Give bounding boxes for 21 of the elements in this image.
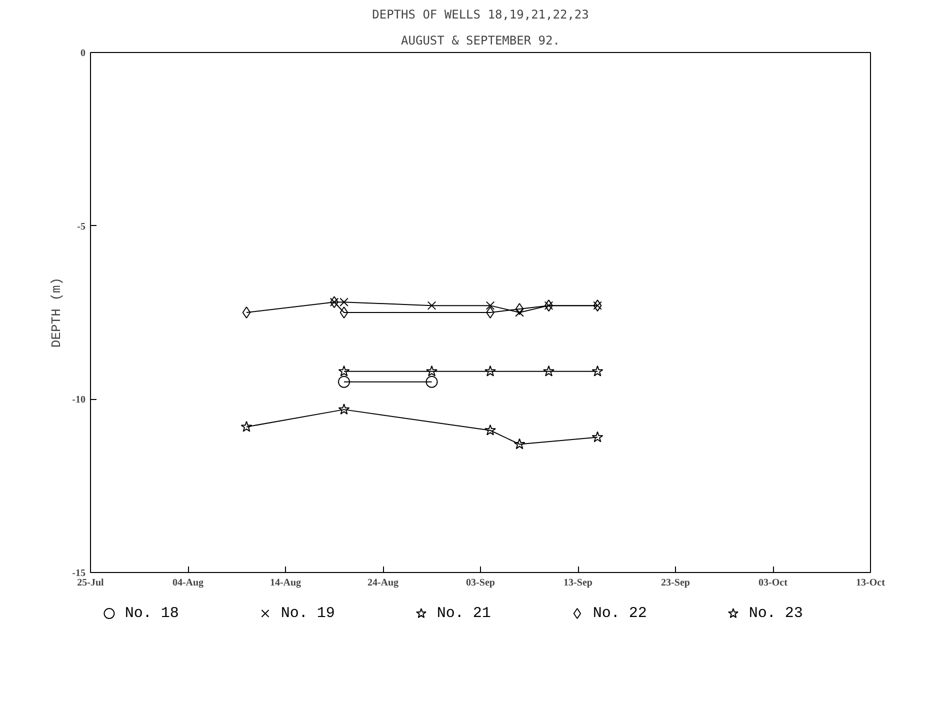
x-tick-label: 25-Jul xyxy=(77,578,104,588)
x-tick-label: 24-Aug xyxy=(367,578,399,588)
legend-label: No. 23 xyxy=(748,605,803,622)
legend-label: No. 18 xyxy=(124,605,179,622)
x-tick-label: 04-Aug xyxy=(172,578,204,588)
chart-subtitle: AUGUST & SEPTEMBER 92. xyxy=(401,34,560,48)
x-tick-label: 03-Sep xyxy=(466,578,496,588)
y-axis-title: DEPTH (m) xyxy=(49,277,64,348)
chart-title: DEPTHS OF WELLS 18,19,21,22,23 xyxy=(372,8,589,22)
x-tick-label: 03-Oct xyxy=(758,578,788,588)
y-tick-label: -5 xyxy=(77,221,86,232)
y-tick-label: 0 xyxy=(80,48,86,59)
y-tick-label: -10 xyxy=(72,394,86,406)
x-tick-label: 13-Sep xyxy=(564,578,593,588)
legend-label: No. 19 xyxy=(280,605,335,622)
x-tick-label: 23-Sep xyxy=(661,578,690,588)
y-tick-label: -15 xyxy=(72,568,86,579)
legend-label: No. 22 xyxy=(592,605,647,622)
legend-label: No. 21 xyxy=(436,605,491,622)
x-tick-label: 13-Oct xyxy=(856,578,886,588)
x-tick-label: 14-Aug xyxy=(270,578,302,588)
